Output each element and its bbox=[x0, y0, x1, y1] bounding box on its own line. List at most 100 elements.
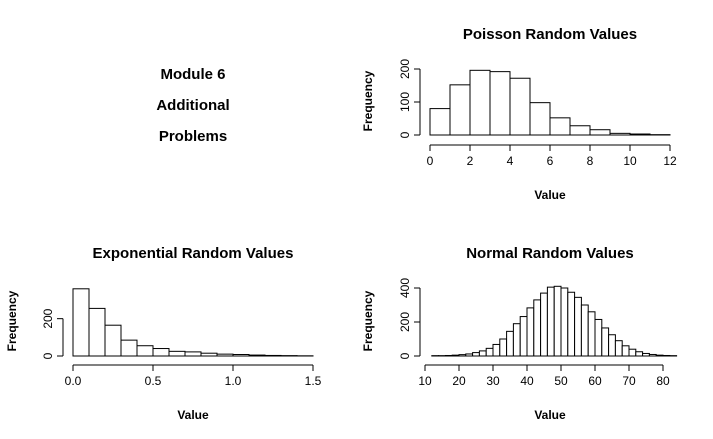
x-tick-label: 10 bbox=[623, 154, 637, 168]
histogram-bar bbox=[594, 318, 603, 357]
module-text-line: Module 6 bbox=[160, 66, 225, 83]
x-tick-label: 40 bbox=[520, 374, 534, 388]
histogram-bar bbox=[429, 108, 451, 136]
chart-title: Exponential Random Values bbox=[93, 245, 294, 262]
y-tick-label: 200 bbox=[398, 59, 412, 79]
histogram-bar bbox=[601, 327, 610, 357]
histogram-bar bbox=[451, 354, 460, 357]
histogram-bar bbox=[472, 352, 480, 357]
histogram-bar bbox=[629, 133, 651, 136]
x-tick-label: 0 bbox=[427, 154, 434, 168]
histogram-bar bbox=[184, 351, 202, 357]
histogram-bar bbox=[104, 324, 122, 357]
y-axis-label: Frequency bbox=[361, 290, 375, 351]
x-tick-label: 1.5 bbox=[305, 374, 322, 388]
histogram-bar bbox=[560, 287, 569, 357]
histogram-bar bbox=[489, 71, 511, 136]
y-tick-label: 0 bbox=[41, 352, 55, 359]
histogram-bar bbox=[478, 350, 487, 357]
x-tick-label: 0.0 bbox=[65, 374, 82, 388]
module-text-line: Problems bbox=[159, 128, 227, 145]
histogram-bar bbox=[655, 354, 664, 357]
y-tick-label: 400 bbox=[398, 278, 412, 298]
histogram-bar bbox=[216, 353, 234, 357]
y-tick-label: 100 bbox=[398, 92, 412, 112]
histogram-bar bbox=[546, 286, 555, 357]
histogram-bar bbox=[567, 291, 576, 357]
histogram-bar bbox=[526, 307, 535, 357]
histogram-bar bbox=[533, 299, 542, 357]
histogram-bar bbox=[136, 345, 154, 357]
histogram-bar bbox=[609, 132, 631, 136]
histogram-bar bbox=[569, 125, 591, 136]
histogram-bar bbox=[587, 311, 596, 357]
x-tick-label: 4 bbox=[507, 154, 514, 168]
histogram-bar bbox=[635, 351, 644, 357]
histogram-bar bbox=[499, 338, 508, 357]
histogram-bar bbox=[168, 350, 186, 357]
exponential-histogram: Exponential Random Values 0.0 0.5 1.0 1.5 0 20… bbox=[5, 245, 322, 422]
normal-histogram: Normal Random Values 10 20 30 40 50 60 70 80 0 200… bbox=[361, 245, 678, 422]
histogram-bar bbox=[248, 354, 266, 357]
module-text-panel: Module 6 Additional Problems bbox=[156, 66, 229, 145]
histogram-bar bbox=[648, 353, 657, 357]
x-tick-label: 70 bbox=[622, 374, 636, 388]
x-tick-label: 1.0 bbox=[225, 374, 242, 388]
histogram-bar bbox=[465, 353, 474, 357]
histogram-bar bbox=[580, 304, 589, 357]
histogram-bar bbox=[469, 69, 491, 136]
histogram-bar bbox=[458, 354, 467, 357]
histogram-bar bbox=[512, 323, 521, 357]
x-axis-label: Value bbox=[534, 408, 566, 422]
histogram-bar bbox=[614, 340, 623, 357]
x-tick-label: 30 bbox=[486, 374, 500, 388]
x-tick-label: 2 bbox=[467, 154, 474, 168]
y-axis-label: Frequency bbox=[5, 290, 19, 351]
histogram-bar bbox=[152, 348, 170, 357]
module-text-line: Additional bbox=[156, 97, 229, 114]
histogram-bar bbox=[88, 307, 106, 357]
x-tick-label: 8 bbox=[587, 154, 594, 168]
y-tick-label: 200 bbox=[398, 312, 412, 332]
histogram-bar bbox=[529, 102, 551, 136]
histogram-bar bbox=[232, 354, 250, 357]
y-tick-label: 200 bbox=[41, 308, 55, 328]
chart-title: Poisson Random Values bbox=[463, 26, 637, 43]
histogram-bar bbox=[549, 117, 571, 136]
histogram-bar bbox=[519, 316, 528, 357]
y-axis-label: Frequency bbox=[361, 70, 375, 131]
x-axis-label: Value bbox=[534, 188, 566, 202]
y-tick-label: 0 bbox=[398, 131, 412, 138]
histogram-bar bbox=[540, 292, 548, 357]
histogram-bar bbox=[628, 348, 637, 357]
x-tick-label: 12 bbox=[663, 154, 677, 168]
histogram-bar bbox=[608, 334, 616, 357]
x-tick-label: 6 bbox=[547, 154, 554, 168]
x-tick-label: 50 bbox=[554, 374, 568, 388]
histogram-bar bbox=[509, 77, 531, 136]
histogram-bar bbox=[485, 347, 494, 357]
x-tick-label: 80 bbox=[656, 374, 670, 388]
histogram-bar bbox=[492, 343, 501, 357]
x-tick-label: 10 bbox=[418, 374, 432, 388]
x-axis-label: Value bbox=[177, 408, 209, 422]
x-tick-label: 20 bbox=[452, 374, 466, 388]
histogram-bar bbox=[506, 330, 514, 357]
y-tick-label: 0 bbox=[398, 352, 412, 359]
histogram-bar bbox=[642, 352, 650, 357]
histogram-bar bbox=[574, 296, 582, 357]
histogram-bar bbox=[621, 345, 630, 357]
histogram-bar bbox=[200, 352, 218, 357]
histogram-bar bbox=[589, 129, 611, 136]
histogram-bar bbox=[264, 354, 282, 357]
histogram-bar bbox=[444, 354, 453, 357]
histogram-bar bbox=[72, 288, 90, 357]
x-tick-label: 60 bbox=[588, 374, 602, 388]
histogram-bar bbox=[449, 84, 471, 136]
chart-title: Normal Random Values bbox=[466, 245, 634, 262]
histogram-bar bbox=[553, 285, 562, 357]
poisson-histogram: Poisson Random Values 0 2 4 6 8 10 12 0 100 200 Val… bbox=[361, 26, 677, 202]
histogram-bar bbox=[662, 354, 671, 357]
histogram-bar bbox=[120, 339, 138, 357]
